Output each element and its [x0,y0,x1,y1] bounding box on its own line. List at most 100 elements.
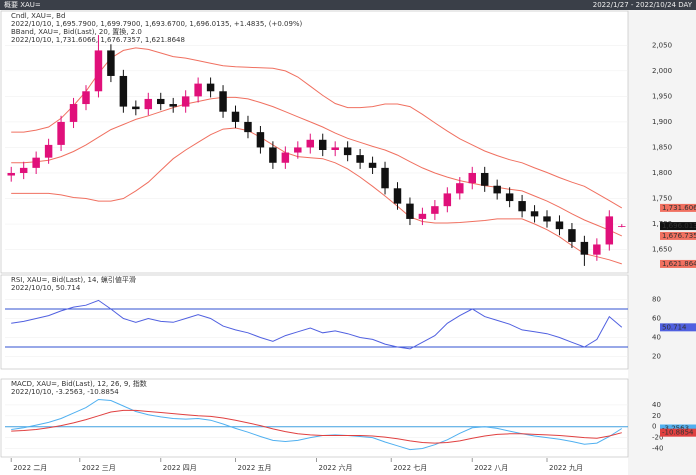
x-tick-label: 2022 三月 [82,464,116,472]
candle-body [57,121,65,145]
value-tag [660,323,696,332]
candle-body [468,172,476,184]
legend-text: 2022/10/10, -3.2563, -10.8854 [11,388,119,396]
date-range: 2022/1/27 - 2022/10/24 DAY [593,1,693,9]
candle-body [318,139,327,150]
series-line [11,299,623,350]
candle-body [393,188,402,204]
candle-body [456,183,464,194]
window-title: 概要 XAU= [4,0,41,9]
value-tag [660,222,696,231]
y-tick-label: 80 [652,296,661,304]
x-tick-label: 2022 二月 [13,464,47,472]
title-bar [0,0,696,10]
price-axis-area [628,10,696,475]
candle-body [493,185,501,194]
candle-body [119,75,128,107]
candle-body [181,96,190,107]
value-tag [660,259,696,268]
value-tag-text: 1,676.7357 [662,232,696,240]
value-tag-text: 1,731.6066 [662,204,696,212]
candle-body [593,244,601,255]
y-tick-label: 20 [652,353,661,361]
series-line [11,409,622,444]
candle-body [132,106,140,110]
x-tick-label: 2022 六月 [319,463,353,472]
candle-body [368,162,377,168]
candle-body [32,157,40,168]
y-tick-label: 1,950 [652,92,672,100]
x-tick-label: 2022 四月 [163,464,197,472]
value-tag-text: 1,621.8648 [662,260,696,268]
candle-body [555,221,564,230]
y-tick-label: 1,800 [652,169,672,177]
y-tick-label: -40 [652,445,663,453]
value-tag [660,231,696,240]
y-tick-label: 20 [652,412,661,420]
candle-body [231,111,240,122]
legend-text: RSI, XAU=, Bid(Last), 14, 蝋引値平滑 [11,275,136,284]
candle-body [543,216,551,222]
candle-body [244,121,252,133]
candle-body [194,83,202,97]
series-line [11,96,623,237]
x-tick-label: 2022 九月 [549,463,583,472]
candle-body [144,98,153,110]
candle-body [618,226,626,227]
candle-body [306,139,315,148]
candle-body [331,147,339,150]
series-line [11,47,623,209]
candle-body [294,147,302,153]
candle-body [406,203,414,219]
candle-body [269,147,277,163]
candle-body [94,50,103,92]
candle-body [480,172,489,186]
candle-body [169,104,177,107]
value-tag [660,203,696,212]
y-tick-label: 1,900 [652,118,672,126]
x-tick-label: 2022 五月 [238,464,272,472]
y-tick-label: 60 [652,315,661,323]
x-tick-label: 2022 八月 [474,464,508,472]
candle-body [44,144,53,158]
y-tick-label: 1,850 [652,143,672,151]
y-tick-label: 0 [652,423,656,431]
series-line [11,127,622,265]
y-tick-label: 40 [652,401,661,409]
y-tick-label: 2,000 [652,67,672,75]
candle-body [82,91,90,105]
value-tag-text: -10.8854 [662,429,694,437]
candle-body [19,167,28,173]
candle-body [418,213,427,219]
candle-body [219,91,227,112]
value-tag-text: -3.2563 [662,425,689,433]
candle-body [518,201,526,212]
candle-body [206,83,215,92]
candle-body [605,216,614,245]
candle-body [157,98,165,105]
x-tick-label: 2022 七月 [393,463,427,472]
candle-body [356,155,364,163]
legend-text: 2022/10/10, 1,695.7900, 1,699.7900, 1,69… [11,20,303,28]
candle-body [381,167,389,189]
legend-text: Cndl, XAU=, Bd [11,12,65,20]
value-tag-text: 1,696.0135 [662,222,696,230]
y-tick-label: 2,050 [652,41,672,49]
y-tick-label: 1,750 [652,195,672,203]
candle-body [431,206,439,214]
candle-body [580,241,589,255]
value-tag-text: 50.714 [662,323,687,331]
y-tick-label: -20 [652,434,663,442]
legend-text: BBand, XAU=, Bid(Last), 20, 置換, 2.0 [11,27,142,36]
legend-text: MACD, XAU=, Bid(Last), 12, 26, 9, 指数 [11,379,147,388]
panel-border [0,274,629,370]
candle-body [505,193,514,202]
legend-text: 2022/10/10, 50.714 [11,284,81,292]
series-line [11,398,623,451]
value-tag [660,424,696,433]
y-tick-label: 40 [652,334,661,342]
candle-body [530,211,539,217]
candle-body [568,229,576,242]
candle-body [69,104,78,122]
